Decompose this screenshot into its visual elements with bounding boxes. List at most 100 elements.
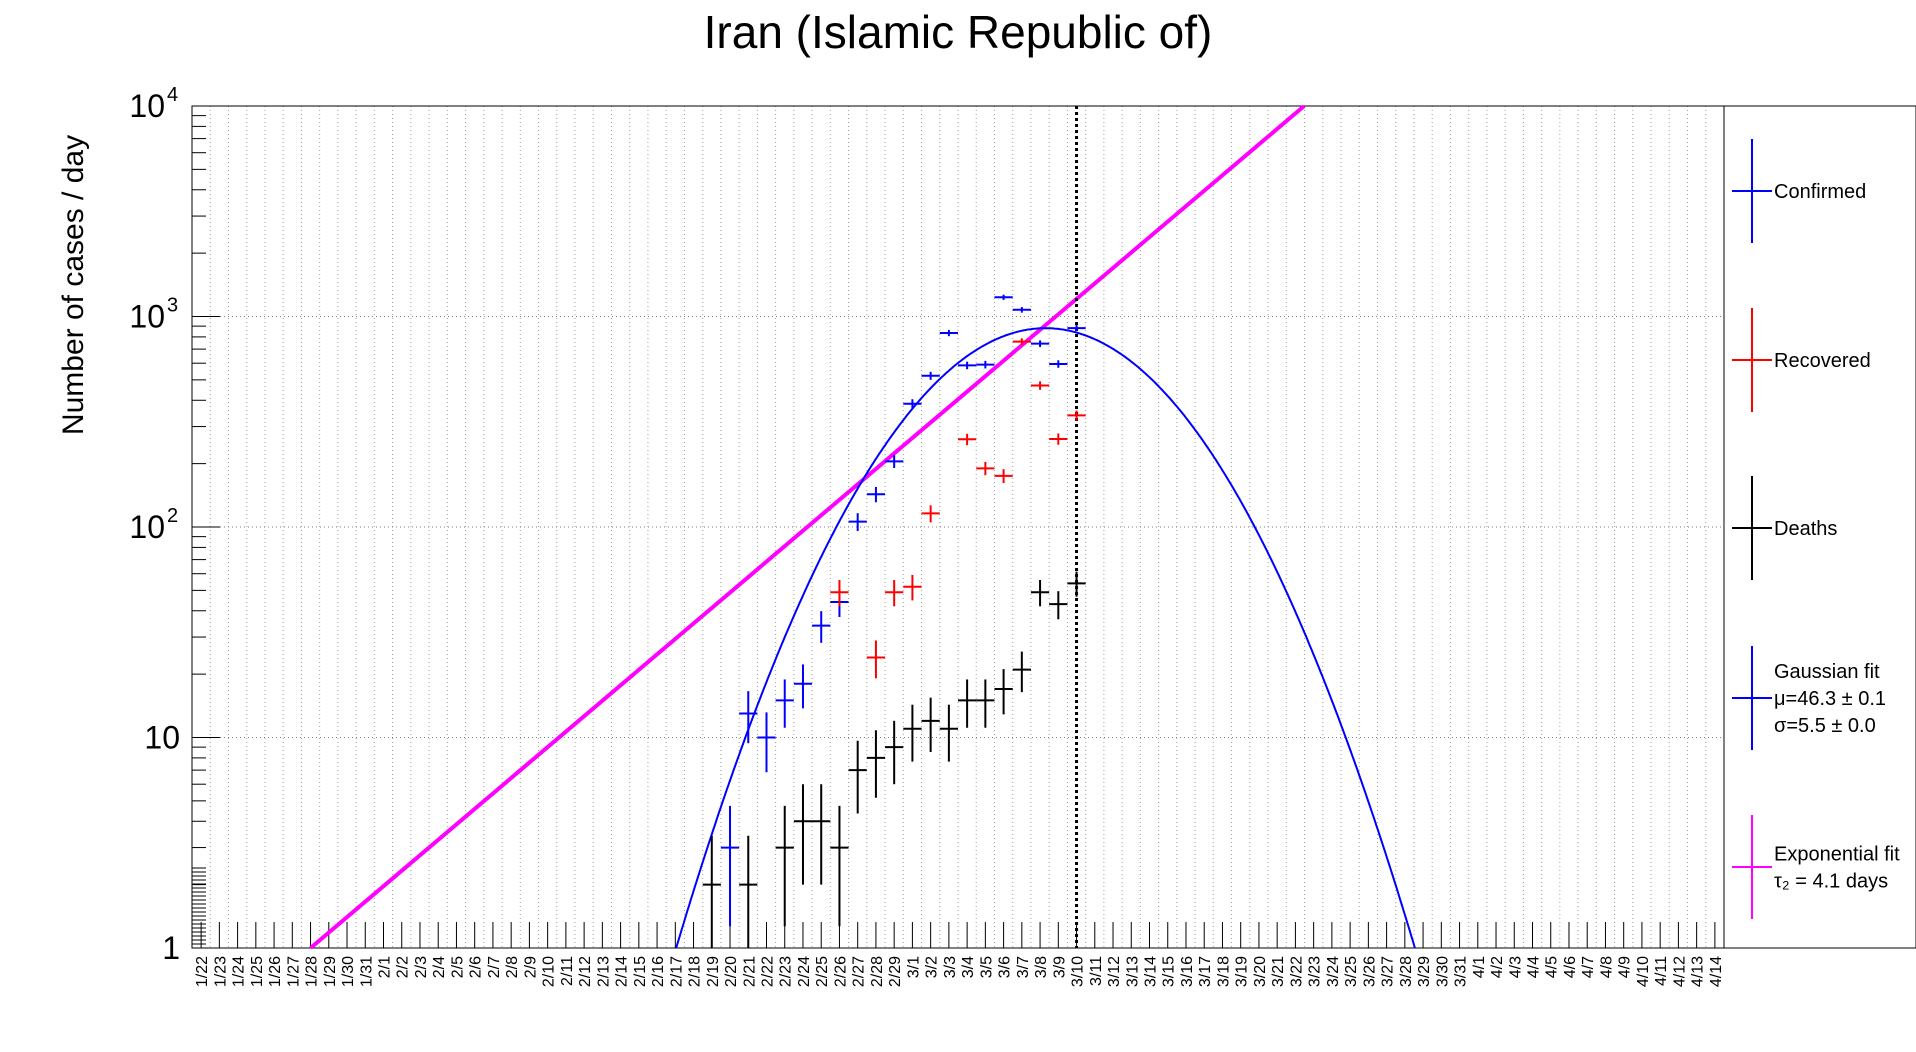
x-tick-label: 2/1	[377, 956, 394, 978]
x-tick-label: 3/27	[1380, 956, 1397, 987]
legend-label: Deaths	[1774, 518, 1837, 540]
legend-entry: Exponential fit τ₂ = 4.1 days	[1732, 815, 1900, 919]
x-tick-label: 3/15	[1161, 956, 1178, 987]
x-tick-label: 3/5	[978, 956, 995, 978]
exponential-fit-line	[309, 104, 1306, 950]
x-tick-label: 2/14	[614, 956, 631, 987]
y-tick-label: 10	[129, 509, 165, 545]
x-tick-label: 3/9	[1051, 956, 1068, 978]
x-tick-label: 3/13	[1124, 956, 1141, 987]
x-tick-label: 2/21	[741, 956, 758, 987]
x-tick-label: 1/24	[231, 956, 248, 987]
x-tick-label: 4/12	[1671, 956, 1688, 987]
x-tick-label: 3/6	[997, 956, 1014, 978]
x-tick-label: 3/1	[905, 956, 922, 978]
x-tick-label: 1/27	[285, 956, 302, 987]
x-tick-label: 1/31	[358, 956, 375, 987]
x-tick-label: 3/31	[1453, 956, 1470, 987]
x-tick-label: 3/30	[1434, 956, 1451, 987]
fit-curves	[309, 104, 1416, 950]
legend-entry: Confirmed	[1732, 139, 1866, 243]
x-tick-label: 3/3	[942, 956, 959, 978]
legend-label: Gaussian fit	[1774, 661, 1880, 683]
legend-entry: Gaussian fit μ=46.3 ± 0.1 σ=5.5 ± 0.0	[1732, 646, 1886, 750]
x-tick-label: 2/12	[577, 956, 594, 987]
x-tick-label: 3/29	[1416, 956, 1433, 987]
series-deaths	[702, 571, 1086, 948]
x-tick-label: 3/7	[1015, 956, 1032, 978]
x-tick-label: 4/11	[1653, 956, 1670, 986]
x-tick-label: 1/30	[340, 956, 357, 987]
x-tick-label: 1/28	[304, 956, 321, 987]
gaussian-fit-curve	[675, 327, 1416, 949]
x-tick-label: 4/2	[1489, 956, 1506, 978]
x-tick-label: 2/16	[650, 956, 667, 987]
x-tick-label: 2/29	[887, 956, 904, 987]
x-tick-label: 2/15	[632, 956, 649, 987]
legend-entry: Recovered	[1732, 308, 1871, 412]
x-tick-label: 2/11	[559, 956, 576, 986]
x-tick-label: 4/5	[1544, 956, 1561, 978]
legend-label: Recovered	[1774, 350, 1871, 372]
y-tick-label: 10	[129, 299, 165, 335]
chart-title: Iran (Islamic Republic of)	[704, 6, 1213, 58]
x-tick-label: 3/23	[1307, 956, 1324, 987]
x-tick-label: 2/13	[595, 956, 612, 987]
x-tick-label: 4/10	[1635, 956, 1652, 987]
x-tick-label: 3/10	[1070, 956, 1087, 987]
legend-label: Confirmed	[1774, 181, 1866, 203]
x-tick-label: 4/4	[1526, 956, 1543, 978]
x-tick-label: 2/9	[522, 956, 539, 978]
x-tick-label: 3/12	[1106, 956, 1123, 987]
x-tick-label: 1/25	[249, 956, 266, 987]
x-tick-label: 4/14	[1708, 956, 1725, 987]
x-tick-label: 4/7	[1580, 956, 1597, 978]
y-tick-label-exponent: 2	[167, 505, 178, 527]
x-tick-label: 4/6	[1562, 956, 1579, 978]
x-tick-label: 2/20	[723, 956, 740, 987]
x-tick-label: 2/18	[687, 956, 704, 987]
x-tick-label: 3/4	[960, 956, 977, 978]
data-points	[702, 294, 1086, 948]
x-tick-label: 3/26	[1361, 956, 1378, 987]
x-tick-label: 2/5	[449, 956, 466, 978]
y-axis-label: Number of cases / day	[57, 135, 90, 435]
x-tick-label: 2/3	[413, 956, 430, 978]
x-tick-label: 2/25	[814, 956, 831, 987]
x-tick-label: 3/8	[1033, 956, 1050, 978]
x-tick-label: 2/24	[796, 956, 813, 987]
x-tick-label: 3/2	[924, 956, 941, 978]
x-tick-label: 1/29	[322, 956, 339, 987]
x-tick-label: 1/22	[194, 956, 211, 987]
x-tick-label: 1/23	[212, 956, 229, 987]
series-recovered	[830, 338, 1086, 679]
x-tick-label: 3/11	[1088, 956, 1105, 986]
legend-label: Exponential fit	[1774, 844, 1900, 866]
x-tick-label: 3/17	[1197, 956, 1214, 987]
legend-entry: Deaths	[1732, 476, 1837, 580]
x-tick-label: 2/4	[431, 956, 448, 978]
x-tick-label: 2/10	[541, 956, 558, 987]
x-tick-label: 2/17	[668, 956, 685, 987]
x-tick-label: 3/14	[1143, 956, 1160, 987]
x-axis-ticks: 1/22 1/23 1/24 1/25 1/26 1/27 1/28 1/29 1/30 1/31…	[194, 922, 1725, 987]
x-tick-label: 4/3	[1507, 956, 1524, 978]
y-tick-label-exponent: 3	[167, 295, 178, 317]
x-tick-label: 2/19	[705, 956, 722, 987]
x-tick-label: 2/26	[832, 956, 849, 987]
x-tick-label: 2/28	[869, 956, 886, 987]
legend-label: μ=46.3 ± 0.1	[1774, 688, 1886, 710]
x-tick-label: 2/7	[486, 956, 503, 978]
x-tick-label: 4/8	[1598, 956, 1615, 978]
x-tick-label: 3/20	[1252, 956, 1269, 987]
x-tick-label: 4/13	[1690, 956, 1707, 987]
x-tick-label: 3/22	[1288, 956, 1305, 987]
legend: Confirmed Recovered Deaths Gaussian fit μ=46…	[1723, 105, 1916, 949]
x-tick-label: 2/23	[778, 956, 795, 987]
x-tick-label: 2/8	[504, 956, 521, 978]
grid	[192, 106, 1724, 948]
x-tick-label: 3/16	[1179, 956, 1196, 987]
legend-label: σ=5.5 ± 0.0	[1774, 715, 1876, 737]
x-tick-label: 2/27	[851, 956, 868, 987]
